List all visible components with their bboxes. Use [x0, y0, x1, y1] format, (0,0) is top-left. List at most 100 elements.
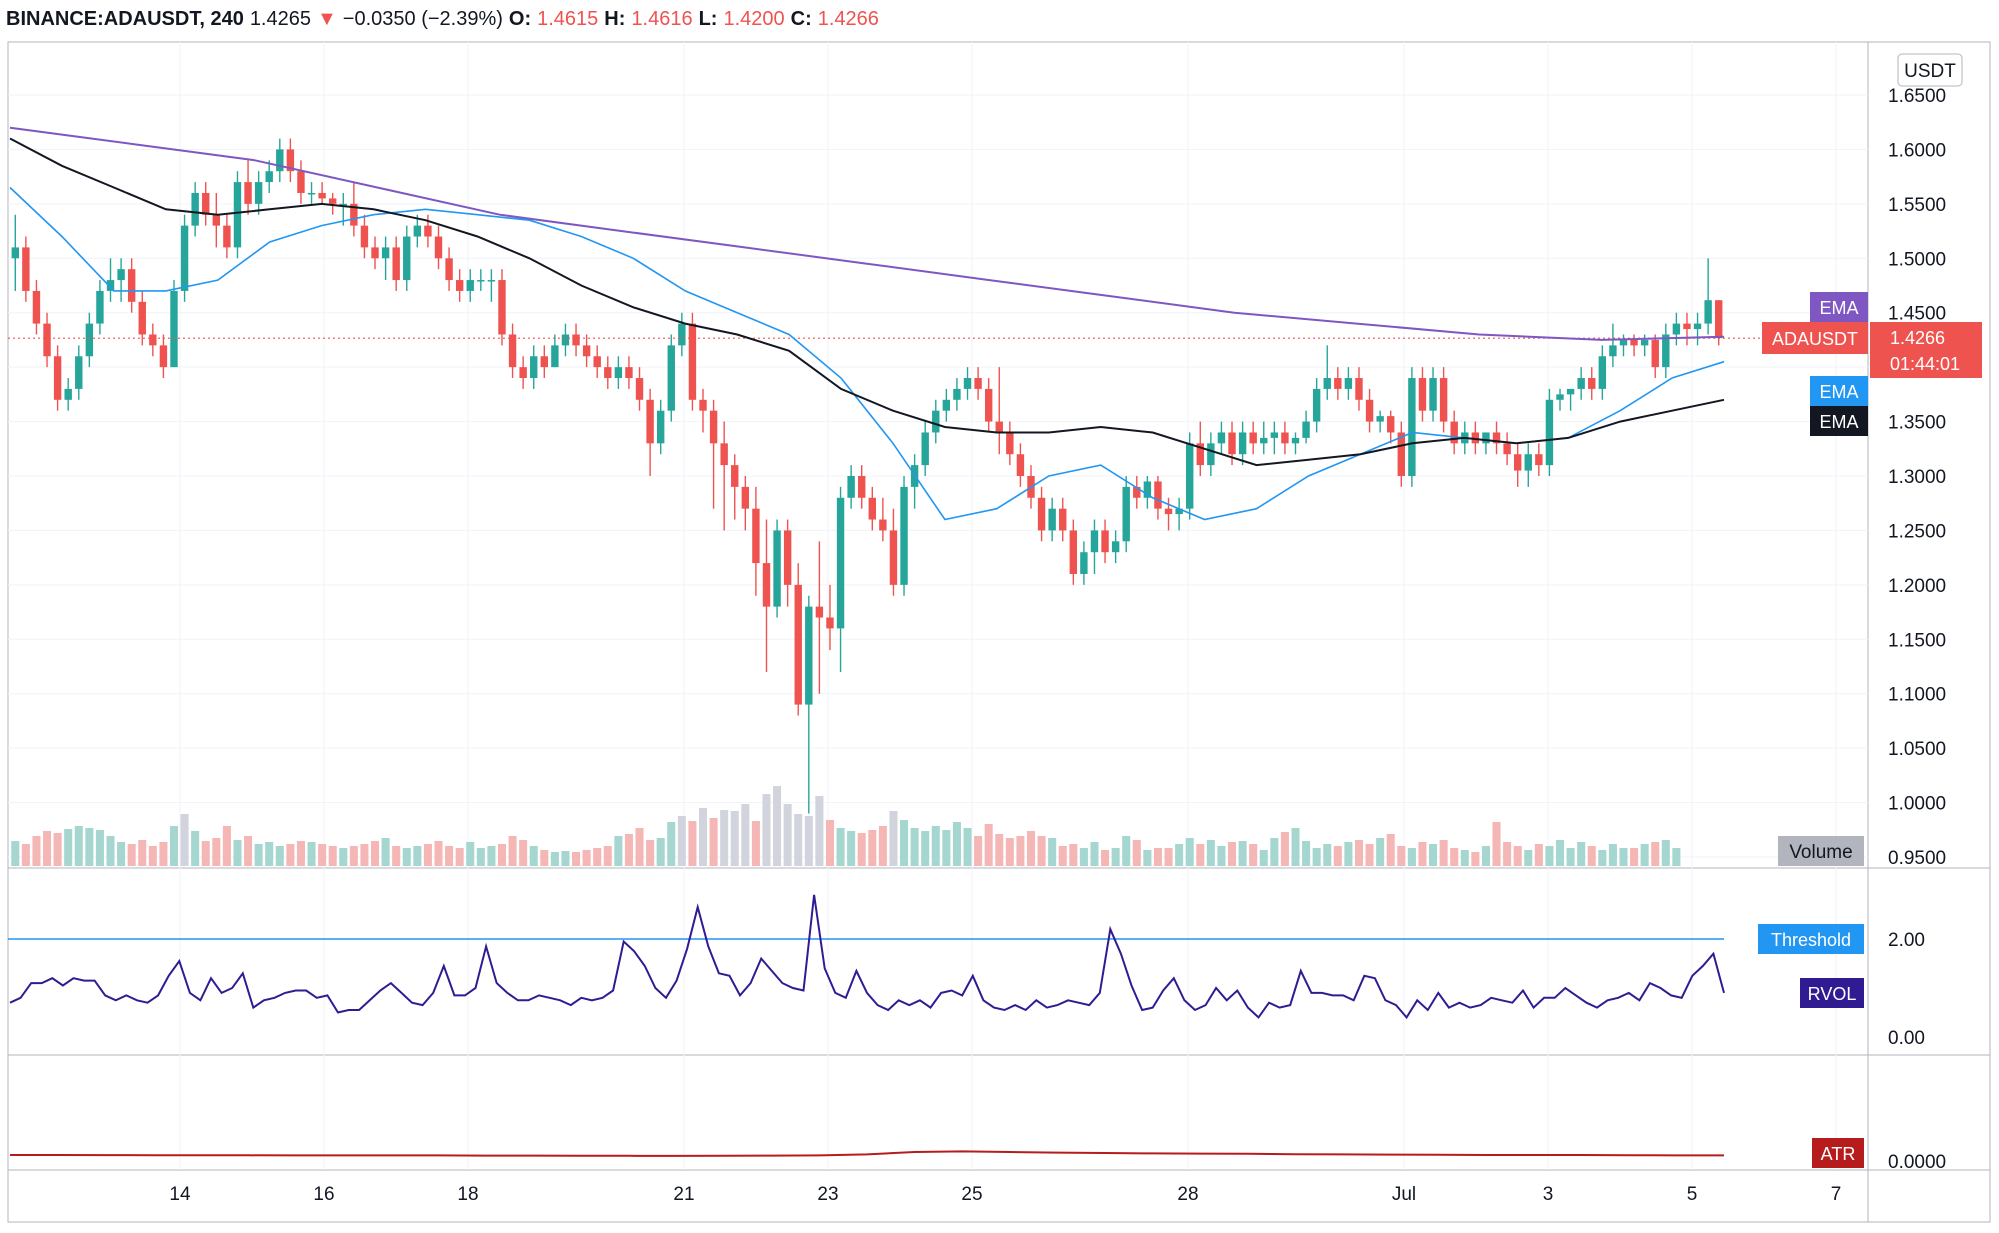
candle-body [202, 192, 210, 215]
volume-bar [1090, 842, 1099, 866]
candle-body [43, 323, 51, 357]
candle-body [360, 225, 369, 248]
volume-bar [878, 826, 887, 866]
candle-body [1418, 378, 1427, 411]
candle-body [815, 606, 824, 618]
candle-body [593, 356, 601, 368]
candle-body [138, 301, 146, 335]
grid-lines [8, 42, 1868, 1170]
candle-body [1238, 432, 1247, 455]
volume-bar [21, 844, 30, 866]
time-tick-label: Jul [1392, 1184, 1416, 1205]
candle-body [752, 508, 760, 564]
symbol-title: BINANCE:ADAUSDT, 240 [6, 7, 244, 30]
candle-body [1513, 454, 1522, 471]
volume-bar [804, 816, 813, 866]
close-label: C: [790, 7, 812, 30]
candle-body [604, 367, 612, 379]
time-tick-label: 3 [1543, 1184, 1554, 1205]
candle-body [921, 432, 929, 466]
volume-bar [677, 816, 686, 866]
volume-bar [392, 846, 401, 866]
volume-bar [1270, 838, 1279, 866]
ema-purple-line [9, 126, 1725, 341]
ema-black-label: EMA [1819, 412, 1858, 432]
price-tick-label: 1.6000 [1888, 140, 1946, 161]
ema-blue-legend[interactable]: EMA [1810, 376, 1868, 406]
candle-body [942, 399, 951, 411]
volume-bar [1069, 844, 1078, 866]
volume-bar [85, 828, 94, 866]
volume-bar [794, 814, 803, 866]
candle-body [32, 290, 41, 324]
volume-legend[interactable]: Volume [1778, 836, 1864, 866]
time-axis[interactable]: 14 16 18 21 23 25 28 Jul 3 5 7 [169, 1184, 1841, 1205]
atr-legend[interactable]: ATR [1812, 1138, 1864, 1168]
rvol-legend[interactable]: RVOL [1800, 978, 1864, 1008]
candle-body [434, 236, 443, 259]
volume-bar [1608, 844, 1617, 866]
volume-bar [603, 846, 612, 866]
volume-bar [572, 852, 581, 866]
ema-purple-legend[interactable]: EMA [1810, 292, 1868, 322]
volume-bar [1450, 848, 1459, 866]
volume-bar [244, 836, 253, 866]
candle-body [773, 530, 781, 607]
candle-body [678, 323, 686, 346]
volume-bar [1206, 840, 1215, 866]
candle-body [1524, 454, 1532, 471]
candle-body [1588, 378, 1596, 389]
volume-bar [1048, 838, 1057, 866]
volume-bar [783, 804, 792, 866]
candle-body [413, 225, 422, 237]
price-tick-label: 1.0000 [1888, 794, 1946, 815]
candle-body [953, 388, 961, 400]
candle-body [561, 334, 570, 346]
volume-bar [667, 822, 676, 866]
candle-body [1302, 421, 1310, 438]
volume-bar [95, 830, 104, 866]
candle-body [1090, 530, 1099, 553]
volume-bar [519, 840, 528, 866]
price-tick-label: 0.9500 [1888, 848, 1946, 869]
volume-bar [1323, 844, 1332, 866]
candle-body [1365, 399, 1374, 422]
volume-bar [1598, 850, 1607, 866]
volume-bar [1122, 836, 1131, 866]
candle-body [1323, 378, 1331, 389]
volume-bar [1312, 848, 1321, 866]
candle-body [1566, 388, 1575, 395]
last-price-tag[interactable]: ADAUSDT 1.4266 01:44:01 [1762, 322, 1982, 378]
volume-bar [1460, 850, 1469, 866]
candle-body [212, 214, 221, 226]
volume-bar [339, 848, 348, 866]
volume-bar [751, 821, 760, 866]
candle-body [297, 171, 305, 193]
ema-black-line [9, 137, 1725, 467]
ema-black-legend[interactable]: EMA [1810, 406, 1868, 436]
volume-bar [963, 828, 972, 866]
volume-bar [624, 834, 633, 866]
candle-body [159, 345, 168, 368]
volume-bar [11, 841, 20, 866]
price-tick-label: 1.3500 [1888, 413, 1946, 434]
volume-series [11, 786, 1681, 866]
volume-bar [1111, 848, 1120, 866]
volume-bar [445, 846, 454, 866]
volume-bar [952, 822, 961, 866]
volume-bar [201, 841, 210, 866]
currency-button[interactable]: USDT [1897, 53, 1963, 87]
candle-body [1344, 378, 1353, 389]
candle-body [180, 225, 189, 291]
threshold-legend[interactable]: Threshold [1758, 924, 1864, 954]
candle-body [1207, 443, 1215, 466]
candle-body [1175, 508, 1183, 515]
volume-bar [1407, 848, 1416, 866]
price-tick-label: 1.0500 [1888, 739, 1946, 760]
threshold-label: Threshold [1771, 930, 1851, 950]
candle-body [826, 617, 834, 629]
price-axis[interactable]: 1.65001.60001.55001.50001.45001.40001.35… [1888, 86, 1946, 1173]
volume-bar [1164, 848, 1173, 866]
volume-bar [64, 829, 73, 866]
